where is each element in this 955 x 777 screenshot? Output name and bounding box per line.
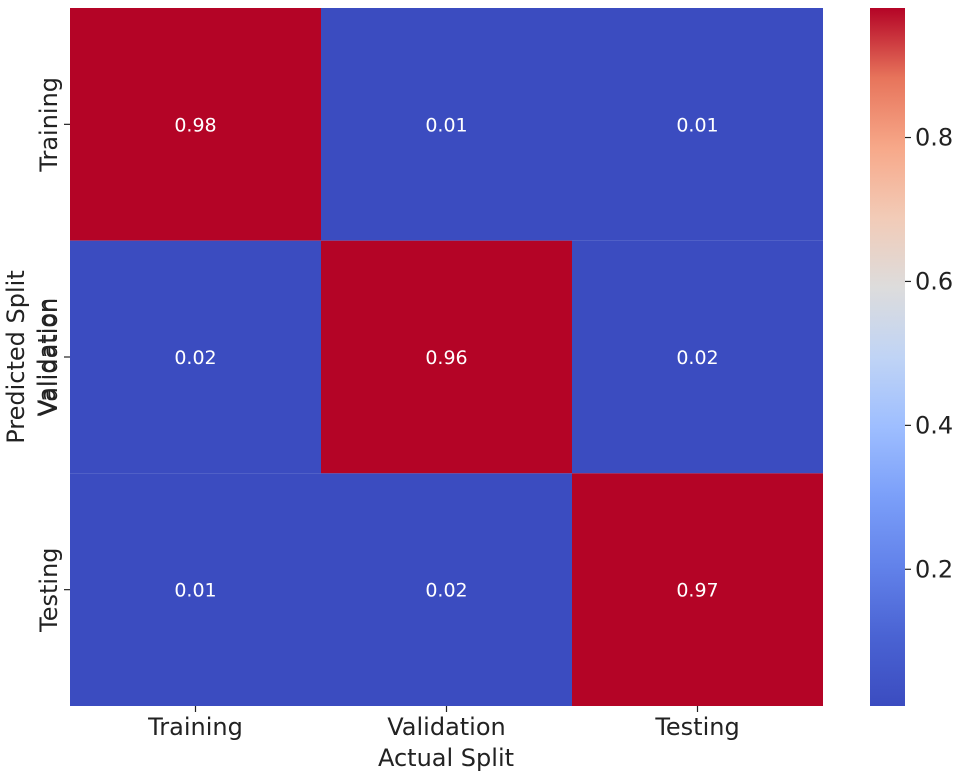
- heatmap-cell: [70, 240, 321, 474]
- heatmap-cell: [321, 8, 572, 241]
- colorbar-tick-label: 0.8: [915, 124, 953, 152]
- heatmap-cell: [70, 473, 321, 706]
- y-axis-title-line-1: Predicted Split: [2, 270, 30, 444]
- x-axis-title: Actual Split: [378, 744, 514, 772]
- heatmap-cell: [70, 8, 321, 241]
- heatmap-cell-value: 0.02: [425, 580, 467, 602]
- colorbar-tick-label: 0.6: [915, 267, 953, 295]
- y-tick-label: Training: [35, 77, 63, 173]
- heatmap-cell-value: 0.98: [174, 114, 216, 136]
- colorbar-tick-label: 0.2: [915, 555, 953, 583]
- heatmap-cell-value: 0.01: [425, 114, 467, 136]
- x-tick-label: Validation: [387, 713, 506, 741]
- heatmap-cell-value: 0.01: [676, 114, 718, 136]
- x-axis-ticks: Training Validation Testing: [147, 706, 740, 741]
- y-axis-title-line-2: Validation: [33, 298, 61, 417]
- y-tick-label: Validation: [35, 298, 63, 417]
- heatmap-cell-value: 0.96: [425, 347, 467, 369]
- heatmap-cell-value: 0.02: [174, 347, 216, 369]
- y-tick-label: Testing: [35, 547, 63, 632]
- heatmap-cell-labels: 0.98 0.01 0.01 0.02 0.96 0.02 0.01 0.02 0.97: [174, 114, 718, 601]
- x-tick-label: Training: [147, 713, 243, 741]
- heatmap-cell-value: 0.01: [174, 580, 216, 602]
- colorbar-tick-label: 0.4: [915, 411, 953, 439]
- heatmap-cell-value: 0.02: [676, 347, 718, 369]
- heatmap-cell: [572, 8, 823, 241]
- heatmap-cell: [321, 473, 572, 706]
- x-tick-label: Testing: [654, 713, 739, 741]
- colorbar-ticks: 0.2 0.4 0.6 0.8: [905, 124, 953, 583]
- heatmap-cell-value: 0.97: [676, 580, 718, 602]
- y-axis-ticks: Training Validation Testing: [35, 77, 70, 633]
- colorbar: [870, 8, 905, 706]
- heatmap-cell: [572, 473, 823, 706]
- heatmap-cell: [572, 240, 823, 474]
- heatmap-cell: [321, 240, 572, 474]
- heatmap-cells: [70, 8, 823, 706]
